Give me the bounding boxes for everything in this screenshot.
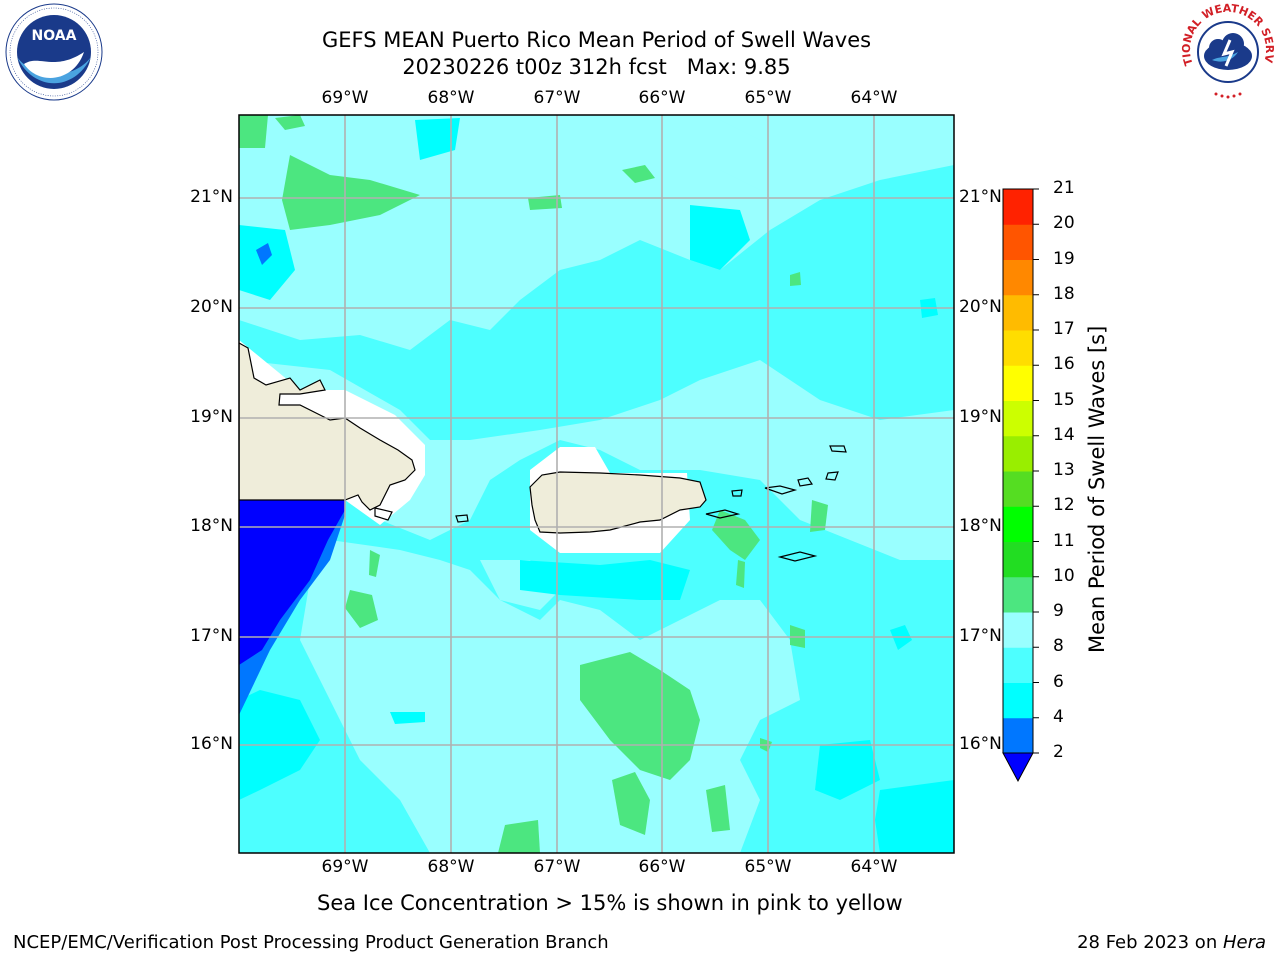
colorbar-band — [1003, 682, 1033, 719]
colorbar-band — [1003, 330, 1033, 366]
colorbar-tick-label: 16 — [1053, 354, 1075, 375]
colorbar-tick-label: 10 — [1053, 565, 1075, 586]
lon-label-top: 68°W — [427, 88, 475, 108]
colorbar-tick-label: 9 — [1053, 601, 1064, 621]
colorbar-tick-label: 11 — [1053, 530, 1075, 551]
colorbar-tick-label: 15 — [1053, 389, 1075, 410]
colorbar-band — [1003, 400, 1033, 437]
colorbar-tick-label: 18 — [1053, 283, 1075, 304]
lon-label-bottom: 64°W — [850, 857, 898, 877]
colorbar-band — [1003, 259, 1033, 296]
lon-label-bottom: 69°W — [321, 857, 369, 877]
colorbar-tick-label: 13 — [1053, 460, 1075, 480]
lon-label-top: 69°W — [321, 88, 369, 108]
noaa-logo: NOAA — [4, 2, 104, 102]
lon-label-top: 66°W — [638, 88, 686, 108]
colorbar-band — [1003, 576, 1033, 613]
noaa-logo-text: NOAA — [32, 28, 77, 44]
colorbar-band — [1003, 189, 1033, 225]
footer-credit: NCEP/EMC/Verification Post Processing Pr… — [13, 932, 609, 953]
lon-label-bottom: 68°W — [427, 857, 475, 877]
lat-label-left: 19°N — [190, 407, 233, 427]
chart-title-line1: GEFS MEAN Puerto Rico Mean Period of Swe… — [321, 28, 872, 52]
colorbar-band — [1003, 612, 1033, 648]
chart-title-line2: 20230226 t00z 312h fcst Max: 9.85 — [402, 55, 791, 79]
colorbar-area — [1003, 188, 1033, 753]
footer-date: 28 Feb 2023 on Hera — [1077, 932, 1266, 953]
colorbar-tick-label: 6 — [1053, 671, 1064, 692]
colorbar-tick-label: 4 — [1053, 706, 1064, 727]
colorbar-band — [1003, 647, 1033, 683]
colorbar-extend-min — [1002, 752, 1034, 783]
swell-period-field — [239, 115, 954, 853]
lon-label-bottom: 66°W — [638, 857, 686, 877]
footer-date-text: 28 Feb 2023 on — [1077, 932, 1223, 953]
colorbar-tick-label: 12 — [1053, 495, 1075, 516]
colorbar-tick-label: 19 — [1053, 248, 1075, 269]
colorbar-tick-label: 2 — [1053, 742, 1064, 762]
lat-label-right: 21°N — [959, 187, 1002, 207]
colorbar-band — [1003, 541, 1033, 578]
lat-label-right: 20°N — [959, 297, 1002, 317]
colorbar-band — [1003, 471, 1033, 507]
colorbar-tick-label: 21 — [1053, 178, 1075, 198]
colorbar-tick-label: 20 — [1053, 213, 1075, 234]
lon-label-top: 64°W — [850, 88, 898, 108]
colorbar-band — [1003, 435, 1033, 472]
lon-label-top: 65°W — [744, 88, 792, 108]
map-grid — [239, 115, 954, 853]
map-frame — [238, 114, 955, 854]
nws-logo: NATIONAL WEATHER SERVICE — [1173, 0, 1278, 100]
sea-ice-note: Sea Ice Concentration > 15% is shown in … — [317, 891, 903, 915]
colorbar-tick-label: 8 — [1053, 636, 1064, 657]
colorbar-band — [1003, 506, 1033, 542]
colorbar-band — [1003, 224, 1033, 260]
lat-label-right: 19°N — [959, 407, 1002, 427]
lat-label-left: 20°N — [190, 297, 233, 317]
lon-label-bottom: 65°W — [744, 857, 792, 877]
lat-label-left: 16°N — [190, 734, 233, 754]
colorbar-tick-label: 17 — [1053, 319, 1075, 339]
colorbar-tick-label: 14 — [1053, 424, 1075, 445]
footer-host: Hera — [1222, 932, 1266, 953]
lat-label-right: 17°N — [959, 626, 1002, 646]
colorbar-band — [1003, 717, 1033, 754]
lat-label-left: 18°N — [190, 516, 233, 536]
lon-label-top: 67°W — [533, 88, 581, 108]
lat-label-left: 21°N — [190, 187, 233, 207]
lat-label-right: 16°N — [959, 734, 1002, 754]
lon-label-bottom: 67°W — [533, 857, 581, 877]
colorbar-band — [1003, 294, 1033, 331]
colorbar — [1002, 188, 1039, 783]
colorbar-band — [1003, 365, 1033, 401]
lat-label-right: 18°N — [959, 516, 1002, 536]
lat-label-left: 17°N — [190, 626, 233, 646]
colorbar-title: Mean Period of Swell Waves [s] — [1085, 325, 1109, 653]
